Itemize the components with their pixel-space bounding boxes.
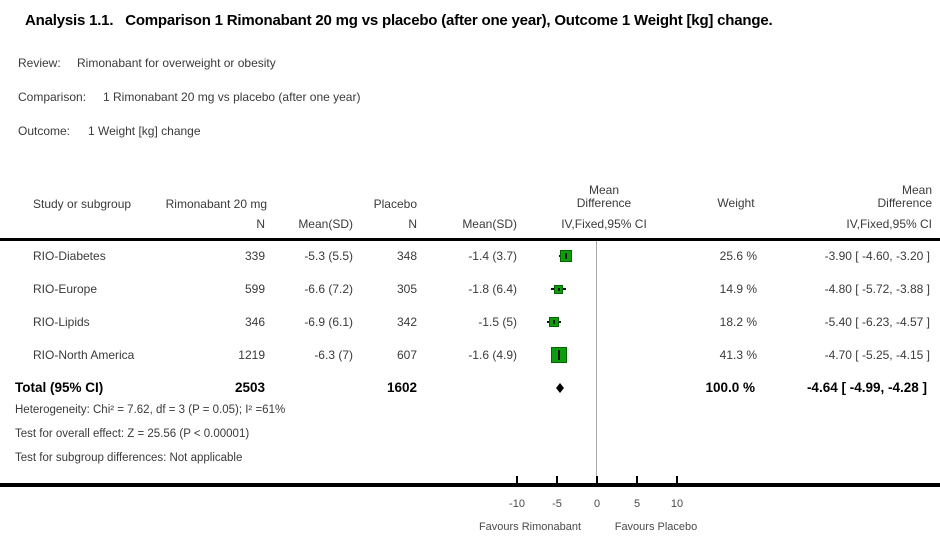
outcome-label: Outcome:	[18, 124, 71, 138]
favours-left-label: Favours Rimonabant	[478, 521, 582, 533]
header-md-right-line1: Mean	[901, 183, 932, 197]
point-estimate-tick	[565, 253, 567, 259]
treatment-mean-sd: -6.3 (7)	[314, 348, 353, 362]
total-md-ci: -4.64 [ -4.99, -4.28 ]	[806, 380, 927, 395]
treatment-n: 346	[244, 315, 265, 329]
study-name: RIO-Lipids	[33, 315, 90, 329]
total-treatment-n: 2503	[234, 380, 265, 395]
subheader-ci-right: IV,Fixed,95% CI	[846, 217, 932, 231]
axis-tick-label: -5	[552, 498, 562, 510]
axis-tick	[676, 476, 678, 483]
treatment-mean-sd: -5.3 (5.5)	[304, 249, 353, 263]
md-ci-value: -5.40 [ -6.23, -4.57 ]	[824, 315, 930, 329]
treatment-n: 1219	[238, 348, 265, 362]
total-row: Total (95% CI) 2503 1602 100.0 % -4.64 […	[0, 372, 940, 404]
weight-value: 25.6 %	[719, 249, 757, 263]
md-ci-value: -4.80 [ -5.72, -3.88 ]	[824, 282, 930, 296]
table-row: RIO-Europe 599 -6.6 (7.2) 305 -1.8 (6.4)…	[0, 273, 940, 306]
point-estimate-tick	[557, 288, 560, 291]
subheader-meansd2: Mean(SD)	[462, 217, 517, 231]
point-estimate-tick	[558, 350, 560, 360]
control-n: 342	[396, 315, 417, 329]
review-label: Review:	[18, 56, 61, 70]
outcome-value: 1 Weight [kg] change	[88, 124, 201, 138]
effect-marker-rio-lipids	[549, 317, 559, 327]
table-top-rule	[0, 238, 940, 241]
treatment-n: 339	[244, 249, 265, 263]
treatment-n: 599	[244, 282, 265, 296]
header-md-right-line2: Difference	[877, 196, 932, 210]
treatment-mean-sd: -6.6 (7.2)	[304, 282, 353, 296]
subheader-meansd1: Mean(SD)	[298, 217, 353, 231]
subheader-n1: N	[256, 217, 265, 231]
control-n: 607	[396, 348, 417, 362]
axis-base-rule	[0, 483, 940, 487]
axis-tick	[596, 476, 598, 483]
zero-reference-line	[596, 241, 597, 483]
heterogeneity-note: Heterogeneity: Chi² = 7.62, df = 3 (P = …	[15, 404, 286, 416]
table-row: RIO-Lipids 346 -6.9 (6.1) 342 -1.5 (5) 1…	[0, 306, 940, 339]
total-diamond-marker	[556, 383, 564, 393]
header-group2: Placebo	[373, 197, 417, 211]
header-weight: Weight	[717, 196, 755, 210]
header-md-left-line2: Difference	[576, 196, 632, 210]
table-row: RIO-North America 1219 -6.3 (7) 607 -1.6…	[0, 339, 940, 372]
axis-tick-label: 5	[633, 498, 641, 510]
axis-tick	[556, 476, 558, 483]
study-name: RIO-Diabetes	[33, 249, 106, 263]
control-mean-sd: -1.4 (3.7)	[468, 249, 517, 263]
total-weight: 100.0 %	[705, 380, 755, 395]
axis-tick-label: 0	[593, 498, 601, 510]
comparison-value: 1 Rimonabant 20 mg vs placebo (after one…	[103, 90, 361, 104]
control-n: 305	[396, 282, 417, 296]
study-name: RIO-Europe	[33, 282, 98, 296]
effect-marker-rio-diabetes	[560, 250, 572, 262]
control-n: 348	[396, 249, 417, 263]
total-label: Total (95% CI)	[15, 380, 104, 395]
axis-tick	[516, 476, 518, 483]
subgroup-differences-note: Test for subgroup differences: Not appli…	[15, 452, 243, 464]
effect-marker-rio-europe	[554, 285, 563, 294]
point-estimate-tick	[553, 320, 555, 324]
control-mean-sd: -1.6 (4.9)	[468, 348, 517, 362]
md-ci-value: -4.70 [ -5.25, -4.15 ]	[824, 348, 930, 362]
favours-right-label: Favours Placebo	[614, 521, 698, 533]
header-md-left-line1: Mean	[588, 183, 620, 197]
table-row: RIO-Diabetes 339 -5.3 (5.5) 348 -1.4 (3.…	[0, 240, 940, 273]
control-mean-sd: -1.8 (6.4)	[468, 282, 517, 296]
analysis-title: Analysis 1.1. Comparison 1 Rimonabant 20…	[25, 12, 773, 29]
total-control-n: 1602	[386, 380, 417, 395]
treatment-mean-sd: -6.9 (6.1)	[304, 315, 353, 329]
subheader-ci-left: IV,Fixed,95% CI	[561, 217, 647, 231]
overall-effect-note: Test for overall effect: Z = 25.56 (P < …	[15, 428, 250, 440]
control-mean-sd: -1.5 (5)	[478, 315, 517, 329]
axis-tick-label: -10	[509, 498, 525, 510]
md-ci-value: -3.90 [ -4.60, -3.20 ]	[824, 249, 930, 263]
study-name: RIO-North America	[33, 348, 135, 362]
axis-tick-label: 10	[670, 498, 684, 510]
weight-value: 14.9 %	[719, 282, 757, 296]
effect-marker-rio-north-america	[551, 347, 567, 363]
weight-value: 18.2 %	[719, 315, 757, 329]
subheader-n2: N	[408, 217, 417, 231]
weight-value: 41.3 %	[719, 348, 757, 362]
header-group1: Rimonabant 20 mg	[165, 197, 267, 211]
header-study: Study or subgroup	[33, 197, 132, 211]
review-value: Rimonabant for overweight or obesity	[77, 56, 276, 70]
comparison-label: Comparison:	[18, 90, 87, 104]
axis-tick	[636, 476, 638, 483]
